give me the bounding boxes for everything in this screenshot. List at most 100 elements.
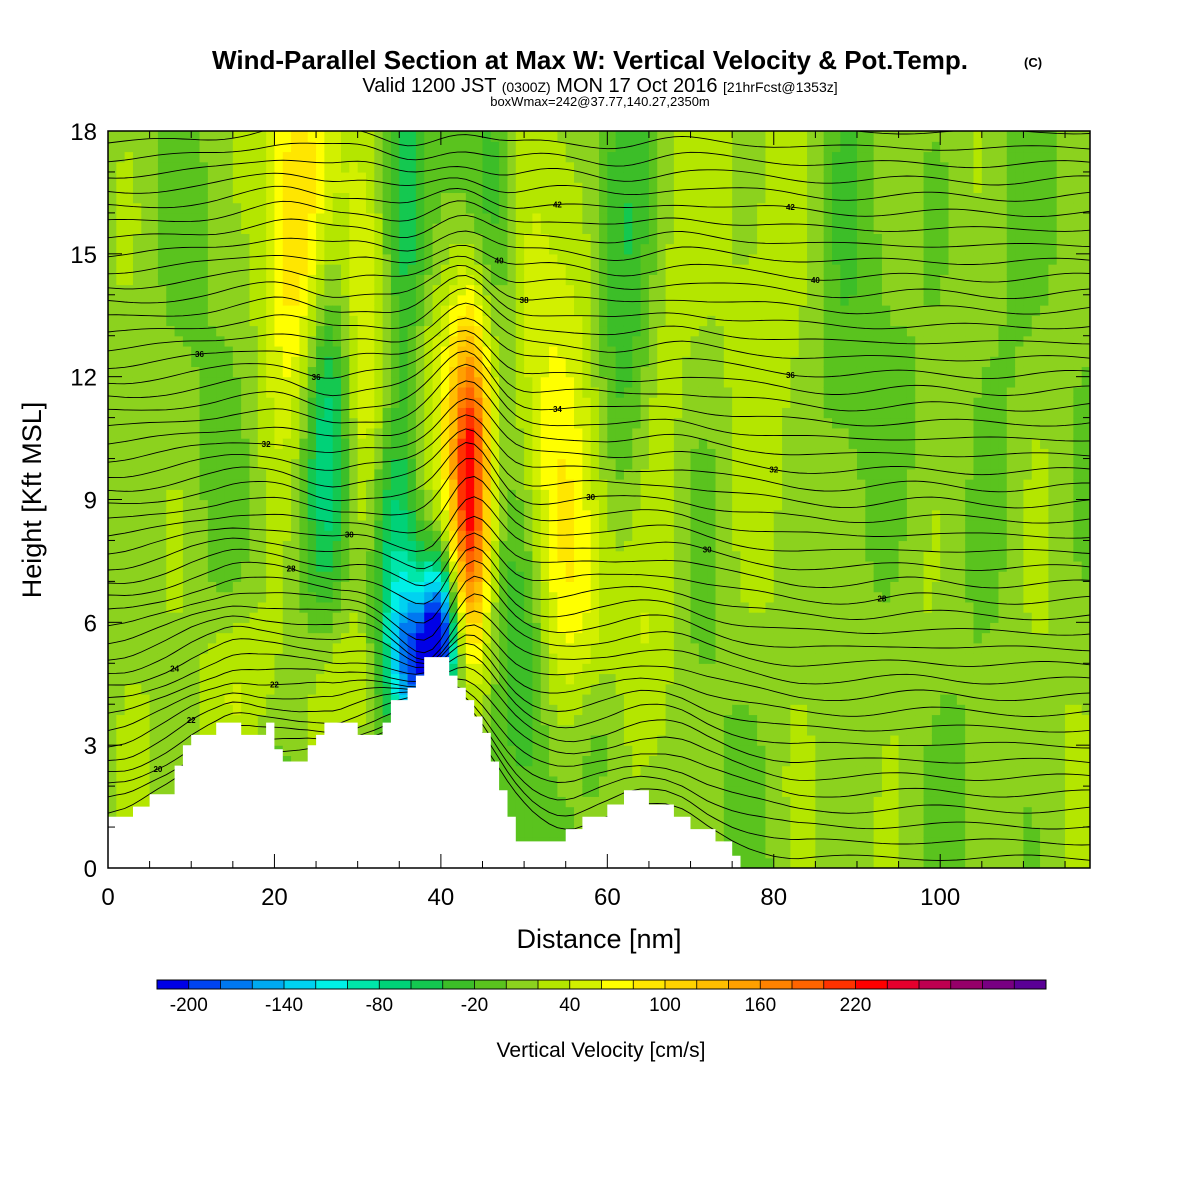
velocity-cell: [607, 796, 617, 808]
velocity-cell: [623, 223, 633, 234]
velocity-cell: [632, 632, 642, 644]
velocity-cell: [524, 376, 534, 388]
velocity-cell: [382, 489, 392, 501]
velocity-cell: [316, 458, 325, 470]
velocity-cell: [182, 438, 192, 449]
velocity-cell: [299, 397, 309, 408]
velocity-cell: [532, 509, 542, 521]
velocity-cell: [574, 182, 583, 194]
velocity-cell: [640, 540, 650, 552]
velocity-cell: [182, 673, 192, 685]
velocity-cell: [224, 509, 234, 521]
velocity-cell: [474, 294, 484, 306]
velocity-cell: [540, 335, 550, 347]
velocity-cell: [291, 581, 300, 593]
velocity-cell: [232, 704, 242, 716]
velocity-cell: [166, 519, 176, 531]
velocity-cell: [166, 468, 176, 480]
velocity-cell: [607, 131, 617, 142]
velocity-cell: [557, 366, 567, 378]
velocity-cell: [141, 468, 151, 480]
velocity-cell: [540, 591, 550, 603]
velocity-cell: [524, 397, 534, 408]
velocity-cell: [432, 499, 442, 511]
velocity-cell: [490, 243, 500, 255]
velocity-cell: [673, 386, 683, 398]
velocity-cell: [349, 223, 359, 234]
velocity-cell: [365, 182, 375, 194]
velocity-cell: [108, 397, 117, 408]
velocity-cell: [440, 407, 450, 419]
velocity-cell: [532, 161, 542, 173]
velocity-cell: [549, 335, 558, 347]
velocity-cell: [349, 550, 359, 562]
velocity-cell: [632, 243, 642, 255]
velocity-cell: [657, 509, 667, 521]
velocity-cell: [515, 734, 525, 746]
velocity-cell: [141, 540, 151, 552]
velocity-cell: [524, 693, 534, 705]
velocity-cell: [557, 171, 567, 183]
velocity-cell: [224, 612, 234, 623]
velocity-cell: [182, 407, 192, 419]
velocity-cell: [299, 264, 309, 275]
velocity-cell: [166, 345, 176, 357]
velocity-cell: [141, 407, 151, 419]
velocity-cell: [224, 622, 234, 634]
velocity-cell: [241, 448, 251, 460]
velocity-cell: [632, 417, 642, 429]
velocity-cell: [108, 366, 117, 378]
velocity-cell: [607, 182, 617, 194]
velocity-cell: [540, 438, 550, 449]
velocity-cell: [157, 734, 167, 746]
velocity-cell: [241, 212, 251, 224]
velocity-cell: [465, 345, 475, 357]
velocity-cell: [449, 653, 459, 664]
velocity-cell: [424, 581, 434, 593]
velocity-cell: [141, 438, 151, 449]
velocity-cell: [174, 458, 184, 470]
velocity-cell: [357, 233, 367, 245]
velocity-cell: [648, 305, 658, 316]
velocity-cell: [374, 386, 384, 398]
velocity-cell: [124, 223, 134, 234]
velocity-cell: [390, 376, 400, 388]
velocity-cell: [474, 509, 484, 521]
velocity-cell: [291, 571, 300, 582]
velocity-cell: [457, 571, 467, 582]
velocity-cell: [182, 468, 192, 480]
velocity-cell: [457, 284, 467, 296]
velocity-cell: [615, 315, 625, 327]
velocity-cell: [316, 253, 325, 265]
velocity-cell: [682, 653, 692, 664]
velocity-cell: [324, 479, 334, 490]
velocity-cell: [449, 345, 459, 357]
velocity-cell: [149, 745, 159, 757]
velocity-cell: [499, 468, 509, 480]
velocity-cell: [407, 673, 417, 685]
velocity-cell: [565, 693, 575, 705]
velocity-cell: [507, 540, 517, 552]
velocity-cell: [474, 356, 484, 368]
velocity-cell: [207, 253, 217, 265]
velocity-cell: [482, 161, 492, 173]
velocity-cell: [274, 243, 284, 255]
velocity-cell: [515, 386, 525, 398]
velocity-cell: [607, 755, 617, 767]
velocity-cell: [232, 243, 242, 255]
velocity-cell: [449, 274, 459, 286]
velocity-cell: [648, 786, 658, 797]
velocity-cell: [282, 601, 292, 613]
velocity-cell: [349, 581, 359, 593]
velocity-cell: [590, 693, 600, 705]
velocity-cell: [116, 519, 126, 531]
velocity-cell: [249, 427, 259, 439]
velocity-cell: [590, 171, 600, 183]
velocity-cell: [124, 734, 134, 746]
velocity-cell: [307, 591, 317, 603]
velocity-cell: [374, 519, 384, 531]
velocity-cell: [291, 489, 300, 501]
velocity-cell: [365, 131, 375, 142]
velocity-cell: [657, 581, 667, 593]
velocity-cell: [540, 223, 550, 234]
